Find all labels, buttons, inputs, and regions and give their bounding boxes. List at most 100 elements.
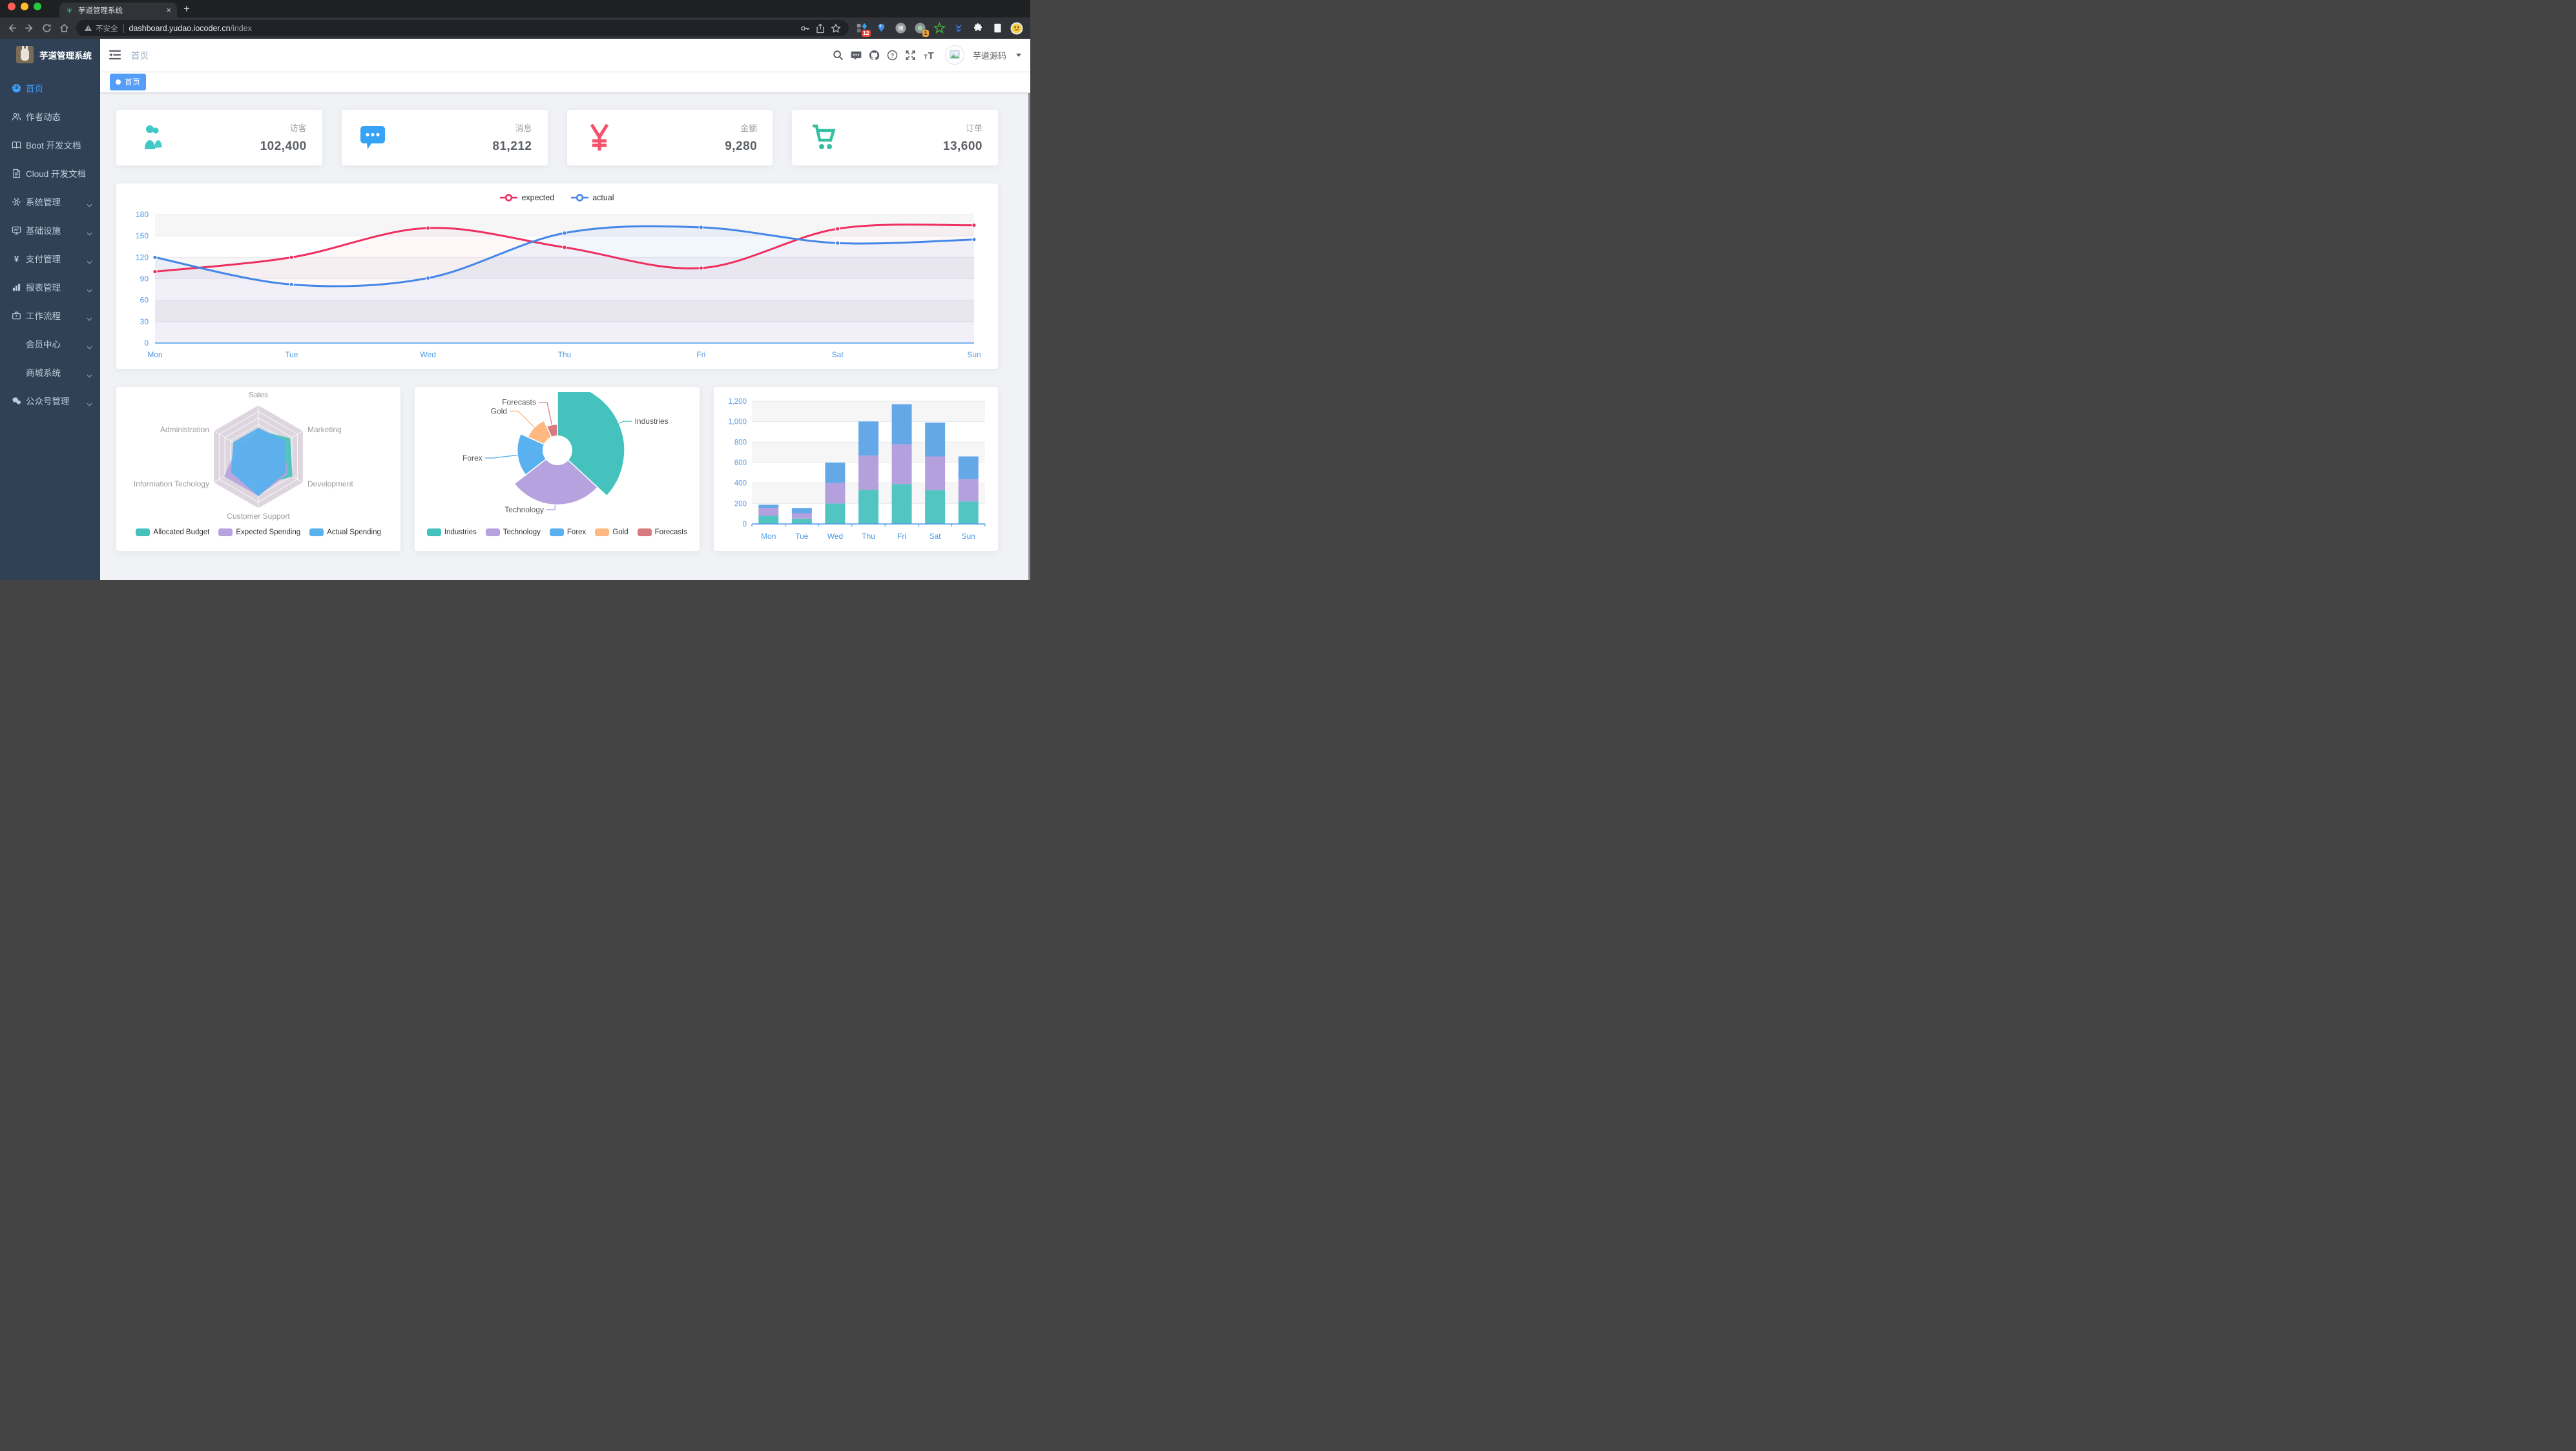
chevron-down-icon	[87, 399, 92, 406]
wechat-icon	[12, 396, 21, 406]
caret-down-icon[interactable]	[1016, 53, 1021, 57]
new-tab-button[interactable]: +	[183, 3, 190, 15]
profile-avatar[interactable]	[1010, 22, 1023, 35]
minimize-window-button[interactable]	[21, 2, 28, 10]
sidebar-item-label: 系统管理	[26, 198, 61, 207]
sidebar-item-0[interactable]: 首页	[0, 74, 100, 102]
address-bar[interactable]: 不安全 dashboard.yudao.iocoder.cn/index	[76, 20, 849, 36]
reload-icon[interactable]	[41, 23, 52, 34]
sidebar-item-2[interactable]: Boot 开发文档	[0, 130, 100, 159]
sidebar-item-3[interactable]: Cloud 开发文档	[0, 159, 100, 187]
legend-item-industries[interactable]: Industries	[426, 528, 477, 536]
bookmark-star-icon[interactable]	[831, 23, 841, 34]
svg-text:Sat: Sat	[832, 350, 844, 359]
legend-item-forex[interactable]: Forex	[549, 528, 586, 536]
stat-card-0[interactable]: 访客 102,400	[116, 110, 322, 165]
security-warning[interactable]: 不安全	[84, 23, 118, 34]
extension-chevrons-icon[interactable]	[952, 22, 965, 35]
svg-text:1,200: 1,200	[729, 398, 747, 406]
page-scrollbar[interactable]	[1028, 39, 1030, 580]
user-avatar[interactable]	[944, 45, 964, 65]
chevron-down-icon	[87, 313, 92, 321]
radar-chart-legend: Allocated Budget Expected Spending Actual …	[136, 521, 381, 543]
stat-label: 消息	[515, 123, 532, 133]
svg-text:1,000: 1,000	[729, 419, 747, 426]
back-icon[interactable]	[6, 23, 17, 34]
monitor-icon	[12, 225, 21, 235]
url-text[interactable]: dashboard.yudao.iocoder.cn/index	[129, 23, 252, 33]
legend-item-forecasts[interactable]: Forecasts	[637, 528, 687, 536]
radar-chart[interactable]: Sales Administration Information Techology…	[124, 392, 393, 521]
legend-item-actual[interactable]: actual	[571, 193, 614, 202]
home-icon[interactable]	[59, 23, 70, 34]
legend-item-gold[interactable]: Gold	[595, 528, 628, 536]
extension-reader-icon[interactable]	[991, 22, 1004, 35]
browser-tab-strip: 芋道管理系统 × +	[0, 0, 1030, 17]
extension-command-icon[interactable]: ⌘	[894, 22, 907, 35]
sidebar-logo[interactable]: 芋道管理系统	[0, 39, 100, 70]
svg-text:Fri: Fri	[897, 532, 906, 541]
line-chart[interactable]: 0 30 60 90 120 150 180 Mon Tue Wed Thu Fri Sat Sun	[125, 207, 984, 362]
breadcrumb[interactable]: 首页	[131, 51, 149, 61]
extension-star-icon[interactable]	[933, 22, 946, 35]
bar-chart[interactable]: 0 200 400 600 800 1,000 1,200 Mon Tue Wed Thu Fri Sa…	[721, 392, 990, 545]
sidebar-item-5[interactable]: 基础设施	[0, 216, 100, 244]
stat-card-1[interactable]: 消息 81,212	[341, 110, 548, 165]
tag-home[interactable]: 首页	[110, 73, 147, 90]
sidebar-item-6[interactable]: ¥ 支付管理	[0, 244, 100, 273]
search-icon[interactable]	[833, 50, 844, 61]
extension-grid-icon[interactable]: 12	[855, 22, 871, 37]
svg-text:¥: ¥	[14, 254, 19, 264]
extension-camera-icon[interactable]: 1	[913, 22, 929, 37]
svg-text:Fri: Fri	[696, 350, 705, 359]
close-window-button[interactable]	[8, 2, 16, 10]
forward-icon[interactable]	[24, 23, 35, 34]
legend-item-technology[interactable]: Technology	[485, 528, 541, 536]
sidebar-item-1[interactable]: 作者动态	[0, 102, 100, 130]
legend-line-icon	[500, 194, 518, 202]
radar-chart-panel: Sales Administration Information Techology…	[116, 387, 401, 551]
password-key-icon[interactable]	[800, 23, 810, 34]
sidebar-item-9[interactable]: 会员中心	[0, 329, 100, 358]
sidebar-item-4[interactable]: 系统管理	[0, 187, 100, 216]
stat-card-2[interactable]: 金额 9,280	[566, 110, 773, 165]
stat-value: 13,600	[942, 140, 982, 153]
svg-text:Mon: Mon	[761, 532, 776, 541]
browser-tab[interactable]: 芋道管理系统 ×	[59, 3, 177, 17]
hamburger-icon[interactable]	[100, 39, 130, 71]
svg-text:90: 90	[140, 275, 149, 284]
sidebar-item-7[interactable]: 报表管理	[0, 273, 100, 301]
svg-text:T: T	[928, 50, 934, 60]
line-chart-panel: expected actual 0 30 60 90 120 150 180 Mon Tue Wed…	[116, 183, 998, 369]
username[interactable]: 芋道源码	[972, 50, 1006, 61]
fullscreen-icon[interactable]	[905, 50, 916, 61]
extension-balloon-icon[interactable]	[875, 22, 888, 35]
legend-item-expected[interactable]: expected	[500, 193, 554, 202]
stat-label: 金额	[740, 123, 758, 133]
extensions-puzzle-icon[interactable]	[971, 22, 984, 35]
legend-item-actual-spending[interactable]: Actual Spending	[309, 528, 381, 536]
tab-close-icon[interactable]: ×	[166, 5, 171, 15]
share-icon[interactable]	[815, 23, 826, 34]
sidebar-item-11[interactable]: 公众号管理	[0, 386, 100, 415]
warning-triangle-icon	[84, 25, 92, 31]
sidebar-item-8[interactable]: 工作流程	[0, 301, 100, 329]
svg-text:Sun: Sun	[962, 532, 975, 541]
legend-item-expected-spending[interactable]: Expected Spending	[218, 528, 300, 536]
svg-text:Technology: Technology	[504, 505, 544, 514]
sidebar-item-label: 公众号管理	[26, 397, 70, 406]
stat-card-3[interactable]: 订单 13,600	[792, 110, 998, 165]
legend-label: actual	[592, 193, 614, 202]
legend-item-allocated-budget[interactable]: Allocated Budget	[136, 528, 209, 536]
bar-chart-panel: 0 200 400 600 800 1,000 1,200 Mon Tue Wed Thu Fri Sa…	[713, 387, 998, 551]
github-icon[interactable]	[869, 50, 880, 61]
message-icon[interactable]	[851, 50, 862, 61]
sidebar-item-10[interactable]: 商城系统	[0, 358, 100, 386]
svg-text:0: 0	[144, 339, 149, 348]
legend-label: Allocated Budget	[153, 528, 210, 536]
sidebar-menu: 首页 作者动态 Boot 开发文档 Cloud 开发文档系统管理基础设施 ¥ 支付管理 报表…	[0, 74, 100, 415]
maximize-window-button[interactable]	[34, 2, 41, 10]
question-icon[interactable]: ?	[887, 50, 898, 61]
